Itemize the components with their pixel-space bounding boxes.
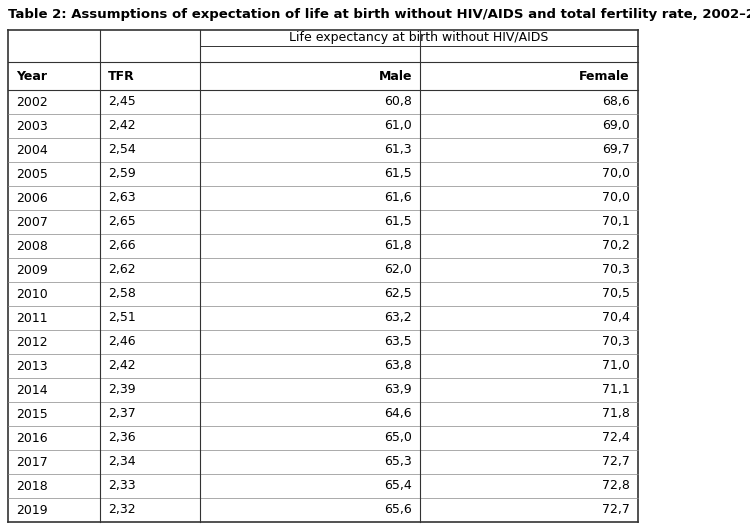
Text: 69,7: 69,7 bbox=[602, 143, 630, 156]
Text: 2018: 2018 bbox=[16, 479, 48, 492]
Text: 2013: 2013 bbox=[16, 360, 48, 373]
Text: 63,5: 63,5 bbox=[384, 335, 412, 349]
Text: 64,6: 64,6 bbox=[384, 407, 412, 421]
Text: 2005: 2005 bbox=[16, 167, 48, 181]
Text: 65,4: 65,4 bbox=[384, 479, 412, 492]
Text: 61,6: 61,6 bbox=[384, 192, 412, 205]
Text: 2016: 2016 bbox=[16, 432, 48, 445]
Text: 2019: 2019 bbox=[16, 503, 48, 517]
Text: 2008: 2008 bbox=[16, 239, 48, 253]
Text: 2,63: 2,63 bbox=[108, 192, 136, 205]
Text: 70,2: 70,2 bbox=[602, 239, 630, 253]
Text: 61,8: 61,8 bbox=[384, 239, 412, 253]
Text: 2011: 2011 bbox=[16, 311, 48, 324]
Text: 2,58: 2,58 bbox=[108, 288, 136, 300]
Text: 63,8: 63,8 bbox=[384, 360, 412, 373]
Text: 61,5: 61,5 bbox=[384, 215, 412, 228]
Text: 65,0: 65,0 bbox=[384, 432, 412, 445]
Text: 2014: 2014 bbox=[16, 383, 48, 396]
Text: 2002: 2002 bbox=[16, 96, 48, 109]
Text: Female: Female bbox=[579, 69, 630, 82]
Text: 63,9: 63,9 bbox=[384, 383, 412, 396]
Text: TFR: TFR bbox=[108, 69, 135, 82]
Text: 70,3: 70,3 bbox=[602, 335, 630, 349]
Text: 2,37: 2,37 bbox=[108, 407, 136, 421]
Text: Table 2: Assumptions of expectation of life at birth without HIV/AIDS and total : Table 2: Assumptions of expectation of l… bbox=[8, 8, 750, 21]
Text: 72,8: 72,8 bbox=[602, 479, 630, 492]
Text: 2,42: 2,42 bbox=[108, 360, 136, 373]
Text: 69,0: 69,0 bbox=[602, 120, 630, 132]
Text: 2,59: 2,59 bbox=[108, 167, 136, 181]
Text: 2015: 2015 bbox=[16, 407, 48, 421]
Text: 2,51: 2,51 bbox=[108, 311, 136, 324]
Text: 2,54: 2,54 bbox=[108, 143, 136, 156]
Text: 2010: 2010 bbox=[16, 288, 48, 300]
Text: 70,3: 70,3 bbox=[602, 264, 630, 277]
Text: 2012: 2012 bbox=[16, 335, 48, 349]
Text: 70,1: 70,1 bbox=[602, 215, 630, 228]
Text: 72,4: 72,4 bbox=[602, 432, 630, 445]
Text: 2,66: 2,66 bbox=[108, 239, 136, 253]
Text: 72,7: 72,7 bbox=[602, 503, 630, 517]
Text: 62,0: 62,0 bbox=[384, 264, 412, 277]
Text: 2,33: 2,33 bbox=[108, 479, 136, 492]
Text: 61,5: 61,5 bbox=[384, 167, 412, 181]
Text: 61,3: 61,3 bbox=[384, 143, 412, 156]
Text: 2,32: 2,32 bbox=[108, 503, 136, 517]
Text: 68,6: 68,6 bbox=[602, 96, 630, 109]
Text: 2,46: 2,46 bbox=[108, 335, 136, 349]
Text: 2,62: 2,62 bbox=[108, 264, 136, 277]
Text: Year: Year bbox=[16, 69, 47, 82]
Text: 62,5: 62,5 bbox=[384, 288, 412, 300]
Text: 60,8: 60,8 bbox=[384, 96, 412, 109]
Text: 2009: 2009 bbox=[16, 264, 48, 277]
Text: 65,6: 65,6 bbox=[384, 503, 412, 517]
Text: Life expectancy at birth without HIV/AIDS: Life expectancy at birth without HIV/AID… bbox=[290, 32, 549, 45]
Text: 2,39: 2,39 bbox=[108, 383, 136, 396]
Text: 71,1: 71,1 bbox=[602, 383, 630, 396]
Text: 72,7: 72,7 bbox=[602, 456, 630, 468]
Text: 2003: 2003 bbox=[16, 120, 48, 132]
Text: 70,0: 70,0 bbox=[602, 192, 630, 205]
Text: 2017: 2017 bbox=[16, 456, 48, 468]
Text: 70,4: 70,4 bbox=[602, 311, 630, 324]
Text: 2004: 2004 bbox=[16, 143, 48, 156]
Text: 2,45: 2,45 bbox=[108, 96, 136, 109]
Text: 63,2: 63,2 bbox=[384, 311, 412, 324]
Text: 71,0: 71,0 bbox=[602, 360, 630, 373]
Text: Male: Male bbox=[379, 69, 412, 82]
Text: 70,5: 70,5 bbox=[602, 288, 630, 300]
Text: 2,36: 2,36 bbox=[108, 432, 136, 445]
Text: 71,8: 71,8 bbox=[602, 407, 630, 421]
Text: 2007: 2007 bbox=[16, 215, 48, 228]
Text: 70,0: 70,0 bbox=[602, 167, 630, 181]
Text: 65,3: 65,3 bbox=[384, 456, 412, 468]
Text: 2,42: 2,42 bbox=[108, 120, 136, 132]
Text: 2,65: 2,65 bbox=[108, 215, 136, 228]
Text: 2,34: 2,34 bbox=[108, 456, 136, 468]
Text: 61,0: 61,0 bbox=[384, 120, 412, 132]
Text: 2006: 2006 bbox=[16, 192, 48, 205]
